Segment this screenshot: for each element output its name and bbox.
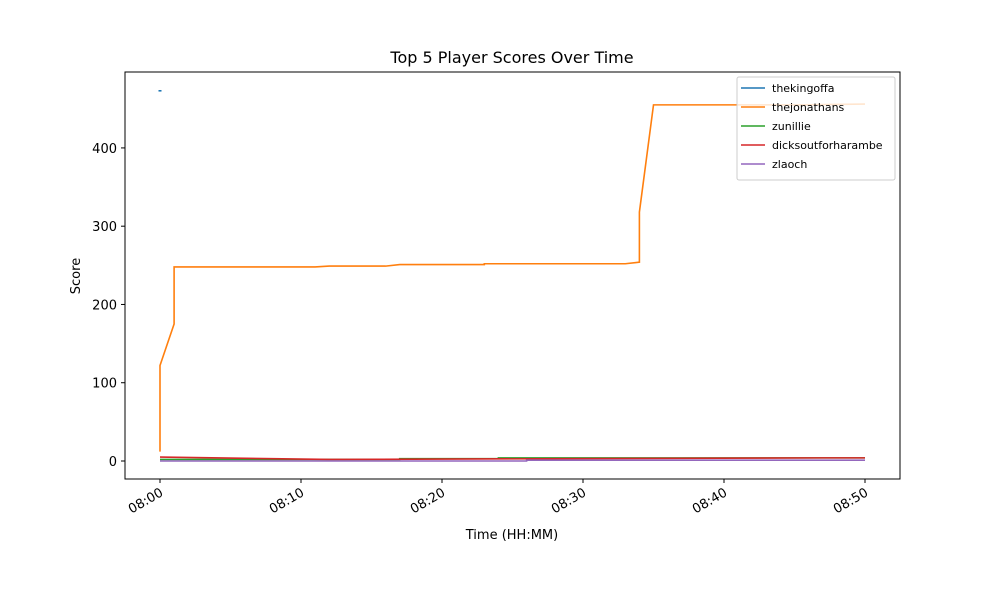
legend-label: dicksoutforharambe [772,139,883,152]
series-line [160,459,865,462]
legend-box [736,76,896,181]
legend-label: zlaoch [772,158,807,171]
series-line [159,103,866,452]
chart-title: Top 5 Player Scores Over Time [389,48,633,67]
legend-label: thejonathans [772,101,845,114]
y-tick-label: 0 [109,455,117,470]
x-axis-label: Time (HH:MM) [465,528,558,543]
legend-label: zunillie [772,120,811,133]
y-tick-label: 100 [92,377,117,392]
y-tick-label: 200 [92,298,117,313]
y-tick-label: 400 [92,142,117,157]
y-axis-label: Score [69,258,84,294]
series-line [159,456,865,461]
plot-frame [124,71,901,480]
y-tick-label: 300 [92,220,117,235]
legend-label: thekingoffa [772,82,834,95]
